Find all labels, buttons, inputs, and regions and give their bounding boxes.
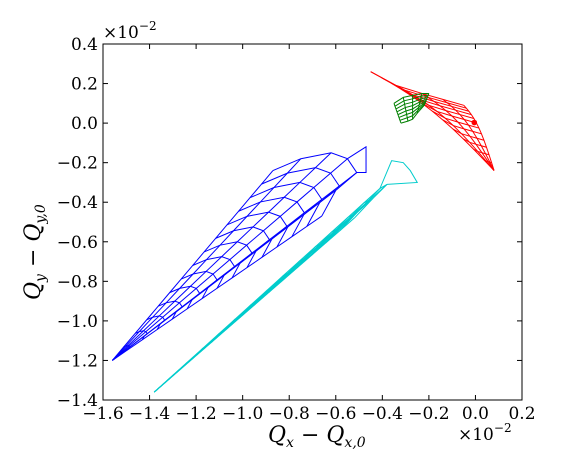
x-tick-label: −1.6 (82, 404, 123, 424)
x-multiplier: ×10−2 (458, 421, 512, 445)
mesh-ring (393, 92, 429, 104)
y-tick-label: −0.8 (57, 272, 98, 292)
x-tick-label: −1.2 (175, 404, 216, 424)
y-tick-label: 0.4 (71, 35, 98, 55)
mesh-ring (203, 241, 253, 279)
mesh-ring (164, 376, 172, 383)
x-tick-label: −0.8 (269, 404, 310, 424)
mesh-cap (347, 145, 367, 174)
x-tick-label: −0.6 (315, 404, 356, 424)
mesh-ring (252, 258, 305, 307)
mesh-ring (135, 330, 148, 341)
mesh-ring (226, 211, 288, 258)
x-tick-label: −1.0 (222, 404, 263, 424)
mesh-ring (399, 103, 426, 121)
mesh-ring (238, 196, 306, 248)
series-0 (111, 145, 367, 361)
x-tick-label: −0.2 (408, 404, 449, 424)
x-tick-label: −1.4 (129, 404, 170, 424)
plot-frame (102, 43, 523, 401)
mesh-ring (169, 285, 201, 310)
mesh-ring (400, 104, 425, 124)
y-tick-label: 0.2 (71, 75, 98, 95)
mesh-ring (241, 272, 288, 316)
mesh-line (402, 97, 409, 122)
mesh-ring (398, 101, 426, 118)
data-point (471, 119, 478, 126)
mesh-cap (379, 160, 419, 189)
mesh-ring (123, 345, 131, 351)
mesh-ring (146, 315, 166, 330)
mesh-ring (186, 347, 205, 364)
mesh-ring (397, 99, 427, 116)
y-tick-label: −0.6 (57, 233, 98, 253)
y-tick-label: 0.0 (71, 114, 98, 134)
mesh-ring (394, 94, 429, 107)
mesh-ring (192, 256, 236, 289)
series-layer (111, 71, 495, 393)
mesh-ring (395, 96, 428, 110)
x-tick-label: −0.4 (362, 404, 403, 424)
y-tick-label: −0.2 (57, 154, 98, 174)
series-3 (393, 92, 430, 124)
mesh-line (393, 103, 402, 124)
mesh-ring (261, 167, 340, 227)
mesh-ring (158, 300, 183, 320)
mesh-ring (462, 138, 487, 148)
y-tick-label: −1.0 (57, 312, 98, 332)
mesh-ring (215, 226, 271, 268)
mesh-ring (197, 332, 222, 355)
ticks-layer: −1.6 −1.4 −1.2 −1.0 −0.8 −0.6 −0.4 −0.2 0.0 0.2−1… (57, 35, 536, 424)
mesh-ring (401, 88, 472, 116)
y-tick-label: −1.4 (57, 391, 98, 411)
x-tick-label: 0.0 (462, 404, 489, 424)
mesh-ring (391, 82, 469, 112)
mesh-ring (432, 110, 480, 129)
mesh-ring (180, 270, 218, 299)
series-1 (153, 160, 419, 393)
y-multiplier: ×10−2 (103, 19, 157, 43)
series-2 (370, 71, 495, 171)
mesh-ring (230, 287, 271, 326)
mesh-ring (175, 361, 188, 374)
mesh-ring (473, 148, 490, 156)
mesh-ring (483, 159, 492, 164)
mesh-ring (219, 302, 255, 335)
mesh-ring (421, 102, 477, 124)
mesh-ring (442, 119, 482, 135)
mesh-ring (208, 317, 238, 345)
y-tick-label: −0.4 (57, 193, 98, 213)
x-tick-label: 0.2 (508, 404, 535, 424)
x-axis-title: Qx − Qx,0 (268, 423, 366, 451)
mesh-ring (396, 98, 428, 113)
mesh-ring (249, 181, 323, 237)
y-tick-label: −1.2 (57, 351, 98, 371)
y-axis-title: Qy − Qy,0 (21, 204, 49, 300)
mesh-ring (452, 128, 485, 141)
